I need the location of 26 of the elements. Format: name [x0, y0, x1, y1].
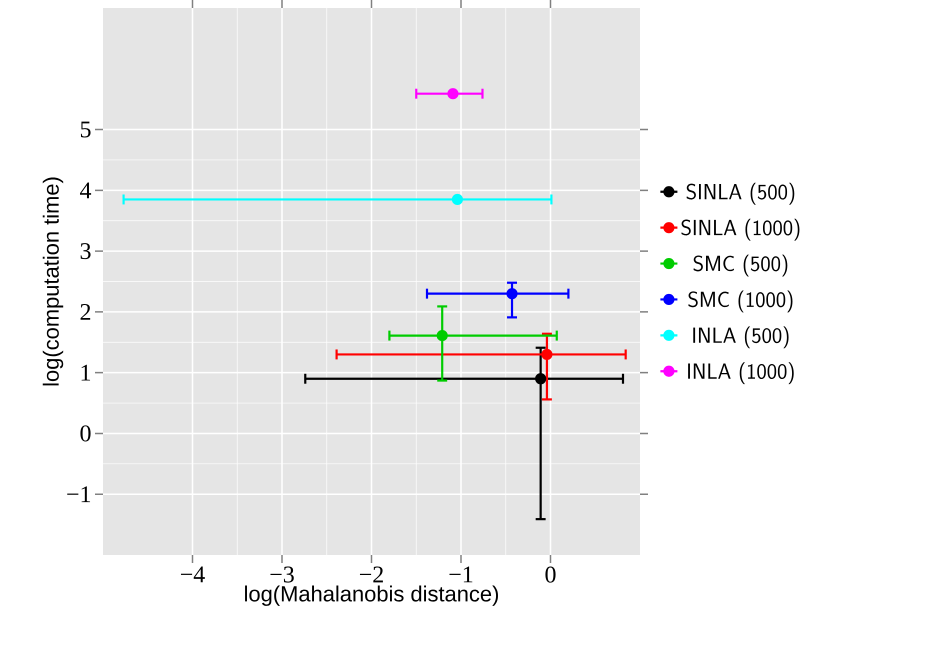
point: [436, 330, 448, 342]
y-tick-label: 0: [80, 425, 91, 442]
point: [447, 88, 459, 100]
point: [541, 348, 552, 360]
legend-label: SMC (1000): [688, 290, 792, 312]
x-tick-label: −1: [449, 566, 472, 582]
legend-label: SMC (500): [694, 254, 788, 276]
y-tick-label: 3: [80, 243, 91, 260]
y-tick-label: 2: [80, 304, 90, 320]
x-tick-label: −3: [270, 566, 294, 583]
y-tick-label: 1: [82, 364, 90, 381]
x-tick-label: −2: [360, 566, 383, 582]
y-tick-label: 4: [80, 182, 92, 198]
legend-label: SINLA (500): [686, 182, 794, 205]
x-tick-label: 0: [545, 566, 556, 583]
y-axis-title: log(computation time): [42, 178, 64, 386]
y-tick-label: −1: [67, 486, 90, 502]
legend-label: INLA (1000): [688, 362, 794, 384]
point: [506, 288, 518, 300]
legend-label: INLA (500): [693, 326, 789, 348]
legend-label: SINLA (1000): [681, 218, 800, 241]
x-tick-label: −4: [180, 566, 205, 582]
x-axis-title: log(Mahalanobis distance): [245, 585, 498, 606]
point: [452, 194, 463, 206]
point: [535, 373, 546, 384]
y-tick-label: 5: [80, 122, 91, 138]
